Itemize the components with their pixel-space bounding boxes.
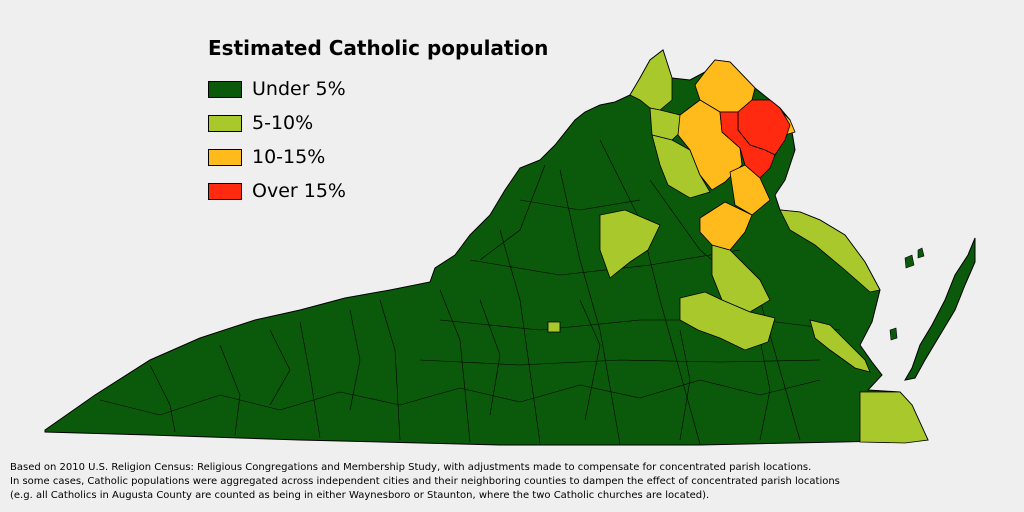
footnote-line: Based on 2010 U.S. Religion Census: Reli… [10, 461, 1010, 475]
footnote-line: In some cases, Catholic populations were… [10, 475, 1010, 489]
legend-label: Over 15% [252, 180, 346, 202]
swatch-10-15 [208, 149, 242, 166]
legend-item-5-10: 5-10% [208, 106, 548, 140]
footnote-line: (e.g. all Catholics in Augusta County ar… [10, 489, 1010, 503]
swatch-under-5 [208, 81, 242, 98]
eastern-shore [905, 238, 975, 380]
legend-label: Under 5% [252, 78, 346, 100]
legend: Estimated Catholic population Under 5% 5… [208, 36, 548, 208]
legend-title: Estimated Catholic population [208, 36, 548, 60]
islands [890, 248, 924, 340]
legend-item-under-5: Under 5% [208, 72, 548, 106]
footnote: Based on 2010 U.S. Religion Census: Reli… [10, 461, 1010, 503]
swatch-over-15 [208, 183, 242, 200]
legend-label: 10-15% [252, 146, 325, 168]
swatch-5-10 [208, 115, 242, 132]
legend-label: 5-10% [252, 112, 313, 134]
legend-item-over-15: Over 15% [208, 174, 548, 208]
legend-item-10-15: 10-15% [208, 140, 548, 174]
